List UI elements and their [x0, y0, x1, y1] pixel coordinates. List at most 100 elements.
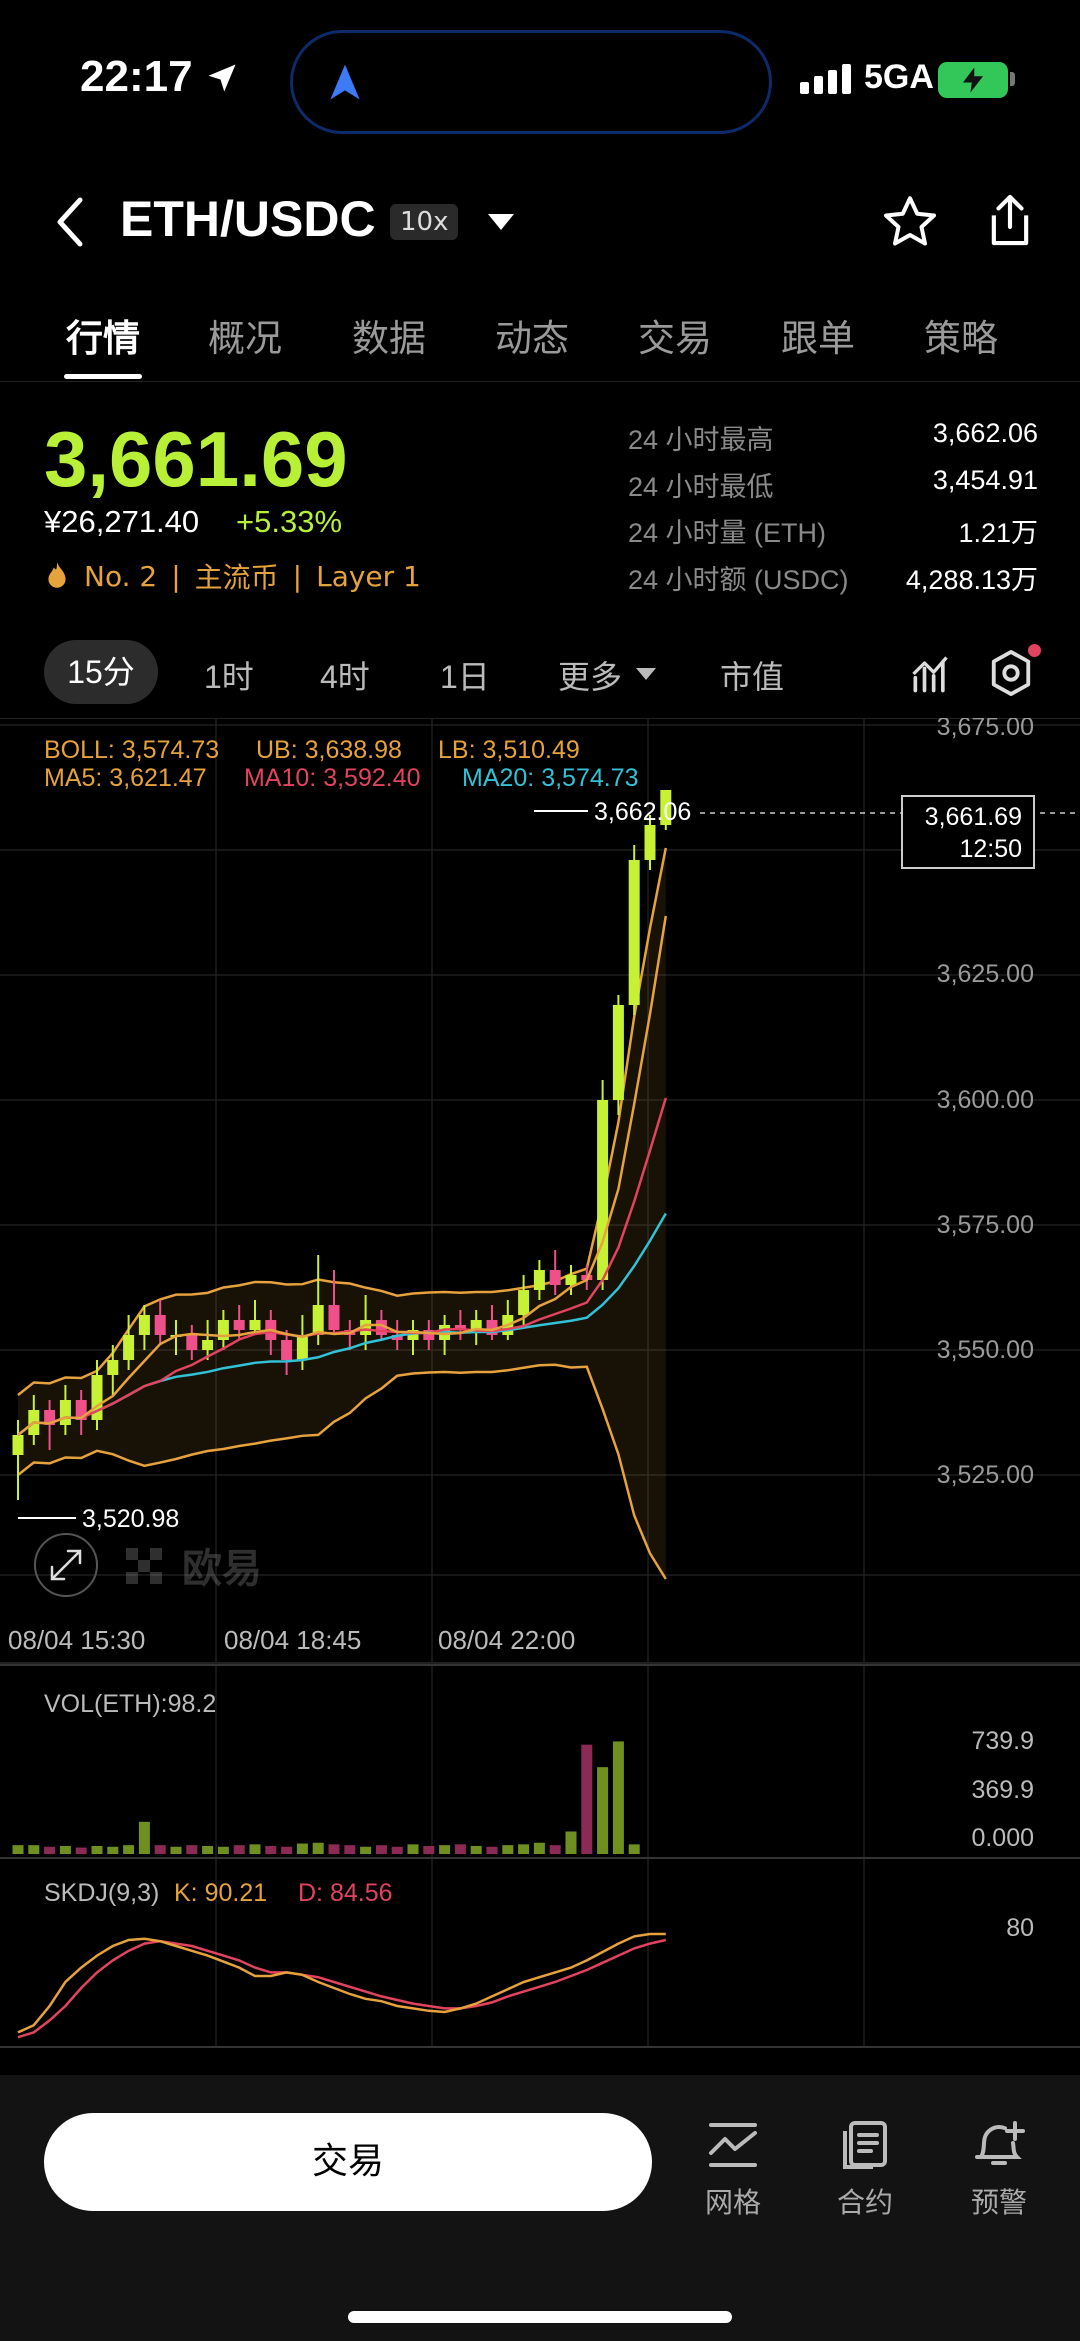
- battery-tip: [1010, 72, 1015, 86]
- volume-bars: [12, 1741, 640, 1854]
- chevron-down-icon[interactable]: [488, 214, 514, 232]
- candle-body: [628, 860, 640, 1005]
- tab-trade[interactable]: 交易: [638, 317, 712, 360]
- interval-more[interactable]: 更多: [558, 659, 623, 695]
- tab-copy-trading[interactable]: 跟单: [781, 317, 855, 360]
- share-icon[interactable]: [982, 190, 1038, 250]
- stat-label: 24 小时额 (USDC): [628, 564, 849, 595]
- cny-price: ¥26,271.40: [44, 504, 200, 539]
- volume-bar: [186, 1845, 198, 1854]
- grid-button[interactable]: 网格: [678, 2119, 788, 2221]
- candle-body: [328, 1305, 340, 1330]
- candle-body: [644, 825, 656, 860]
- stat-row-high: 24 小时最高 3,662.06: [628, 418, 1038, 465]
- countdown-label: 12:50: [959, 835, 1022, 863]
- back-icon[interactable]: [52, 194, 88, 250]
- stat-value: 3,662.06: [932, 418, 1038, 448]
- bottom-action-bar: 交易 网格 合约 预警: [0, 2075, 1080, 2341]
- chart-labels: BOLL: 3,574.73 UB: 3,638.98 LB: 3,510.49…: [8, 718, 1080, 1942]
- indicator-chart-icon[interactable]: [908, 652, 952, 696]
- candle-body: [375, 1320, 387, 1335]
- candle-body: [312, 1305, 324, 1335]
- candle-body: [454, 1325, 466, 1330]
- tab-strategy[interactable]: 策略: [924, 317, 998, 360]
- volume-bar: [612, 1741, 624, 1854]
- candle-body: [12, 1435, 24, 1455]
- dynamic-island: [290, 30, 772, 134]
- x-tick-label: 08/04 18:45: [224, 1625, 361, 1655]
- tab-active-indicator: [64, 374, 142, 379]
- network-type: 5GA: [864, 58, 934, 96]
- ma5-label: MA5: 3,621.47: [44, 764, 207, 792]
- y-tick-label: 3,675.00: [937, 718, 1034, 741]
- interval-4h[interactable]: 4时: [320, 659, 370, 695]
- volume-bar: [628, 1844, 640, 1854]
- volume-bar: [597, 1767, 609, 1854]
- tab-data[interactable]: 数据: [352, 317, 426, 360]
- location-arrow-icon: [208, 64, 236, 92]
- contract-button[interactable]: 合约: [810, 2119, 920, 2221]
- alert-button[interactable]: 预警: [944, 2119, 1054, 2221]
- volume-bar: [439, 1845, 451, 1854]
- volume-bar: [486, 1846, 498, 1854]
- volume-bar: [28, 1845, 40, 1854]
- tab-overview[interactable]: 概况: [208, 317, 282, 360]
- interval-1h[interactable]: 1时: [204, 659, 254, 695]
- candle-body: [44, 1410, 56, 1425]
- category-tag[interactable]: 主流币: [194, 561, 279, 594]
- skdj-label: SKDJ(9,3): [44, 1879, 159, 1907]
- volume-bar: [12, 1845, 24, 1854]
- contract-label: 合约: [836, 2186, 893, 2219]
- interval-1d[interactable]: 1日: [440, 659, 490, 695]
- candle-body: [233, 1320, 245, 1330]
- interval-15m[interactable]: 15分: [44, 640, 158, 704]
- tab-bar: 行情 概况 数据 动态 交易 跟单 策略: [0, 300, 1080, 382]
- skdj-d-line: [17, 1938, 667, 2039]
- interval-market-cap[interactable]: 市值: [720, 659, 785, 695]
- volume-bar: [312, 1842, 324, 1854]
- candle-body: [186, 1335, 198, 1350]
- volume-bar: [549, 1845, 561, 1854]
- layer-tag[interactable]: Layer 1: [316, 559, 421, 593]
- notification-dot: [1028, 644, 1041, 657]
- rank-tag[interactable]: No. 2: [84, 559, 158, 593]
- favorite-star-icon[interactable]: [880, 192, 940, 252]
- caret-down-icon[interactable]: [636, 668, 656, 682]
- candle-body: [486, 1320, 498, 1335]
- stats-panel: 24 小时最高 3,662.06 24 小时最低 3,454.91 24 小时量 (…: [628, 418, 1038, 604]
- y-tick-label: 3,525.00: [937, 1461, 1034, 1489]
- boll-label: BOLL: 3,574.73: [44, 736, 219, 764]
- trade-button[interactable]: 交易: [44, 2113, 652, 2211]
- volume-bar: [344, 1845, 356, 1854]
- expand-chart-icon[interactable]: [34, 1533, 98, 1597]
- volume-bar: [75, 1847, 87, 1854]
- candle-body: [549, 1270, 561, 1285]
- last-price: 3,661.69: [44, 415, 348, 503]
- volume-bar: [296, 1843, 308, 1854]
- tab-market[interactable]: 行情: [66, 317, 140, 360]
- volume-bar: [233, 1845, 245, 1854]
- candle-body: [423, 1330, 435, 1340]
- volume-bar: [154, 1845, 166, 1854]
- home-indicator: [348, 2311, 732, 2323]
- ma-lines: [17, 915, 668, 1436]
- candle-body: [296, 1335, 308, 1360]
- vol-y-tick: 739.9: [971, 1727, 1034, 1755]
- candle-body: [597, 1100, 609, 1280]
- volume-bar: [375, 1845, 387, 1854]
- volume-bar: [502, 1845, 514, 1854]
- skdj-d-label: D: 84.56: [298, 1879, 393, 1907]
- tag-separator: |: [171, 559, 181, 593]
- candle-body: [470, 1320, 482, 1330]
- candle-body: [138, 1315, 150, 1335]
- pair-title[interactable]: ETH/USDC: [120, 191, 376, 247]
- candlestick-chart[interactable]: BOLL: 3,574.73 UB: 3,638.98 LB: 3,510.49…: [0, 718, 1080, 2058]
- vol-y-tick: 0.000: [971, 1824, 1034, 1852]
- tab-feed[interactable]: 动态: [495, 317, 569, 360]
- volume-bar: [91, 1845, 103, 1854]
- candle-body: [533, 1270, 545, 1290]
- volume-bar: [565, 1831, 577, 1854]
- volume-bar: [217, 1846, 229, 1854]
- grid-label: 网格: [704, 2186, 761, 2219]
- chart-settings-icon[interactable]: [988, 648, 1034, 698]
